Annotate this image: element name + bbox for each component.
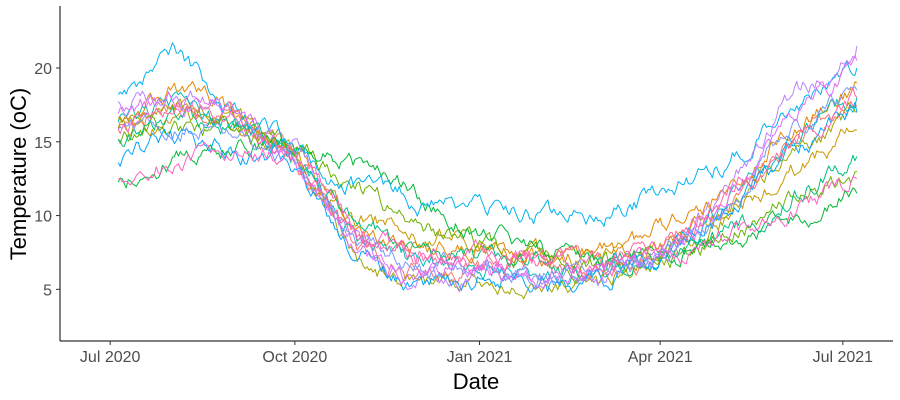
x-axis-ticks: Jul 2020 Oct 2020 Jan 2021 Apr 2021 Jul 2021 [80,341,873,366]
series-line [117,87,858,269]
y-axis-ticks: 5 10 15 20 [34,61,60,299]
series-line [117,55,858,290]
series-line [117,115,858,285]
x-axis-title: Date [453,369,499,394]
series-layer [117,42,858,300]
series-line [117,91,858,286]
y-tick-label: 20 [34,61,52,78]
y-tick-label: 5 [43,282,52,299]
series-line [117,97,858,285]
x-tick-label: Jul 2020 [80,349,141,366]
x-tick-label: Jul 2021 [813,349,874,366]
y-axis-title: Temperature (oC) [6,88,31,260]
series-line [118,142,858,280]
y-tick-label: 15 [34,135,52,152]
series-line [117,98,858,300]
y-tick-label: 10 [34,209,52,226]
series-line [117,42,858,227]
x-tick-label: Apr 2021 [628,349,693,366]
x-tick-label: Oct 2020 [262,349,327,366]
series-line [117,86,858,291]
series-line [117,134,858,271]
x-tick-label: Jan 2021 [447,349,513,366]
series-line [117,102,858,293]
